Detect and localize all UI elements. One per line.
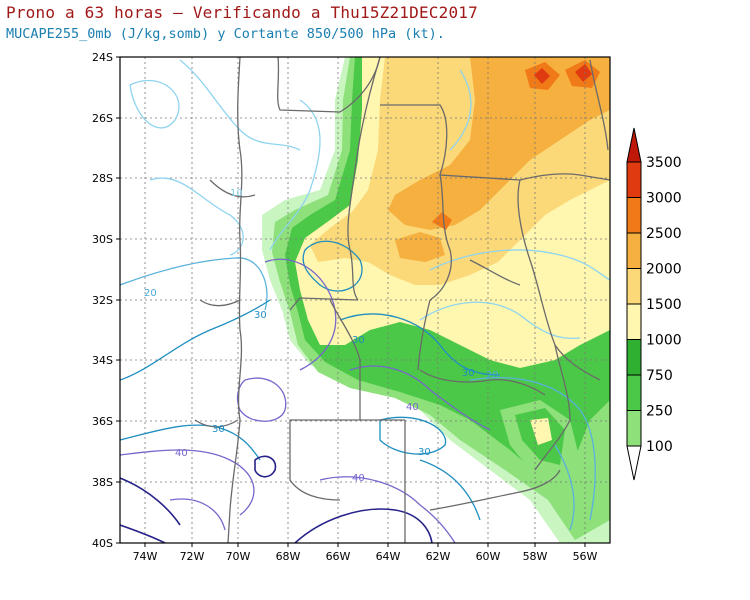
lon-tick-label: 60W bbox=[476, 550, 501, 563]
colorbar-label: 1000 bbox=[646, 333, 682, 349]
chart-subtitle: MUCAPE255_0mb (J/kg,somb) y Cortante 850… bbox=[6, 26, 445, 42]
cape-shade-2000 bbox=[388, 57, 610, 230]
lat-tick-label: 36S bbox=[92, 415, 113, 428]
contour-label: 40 bbox=[406, 402, 419, 413]
colorbar-swatch bbox=[626, 303, 642, 340]
contour-label: 30 bbox=[352, 335, 365, 346]
lat-tick-label: 38S bbox=[92, 476, 113, 489]
lon-tick-label: 68W bbox=[276, 550, 301, 563]
lon-tick-label: 56W bbox=[573, 550, 598, 563]
colorbar-swatch bbox=[626, 268, 642, 305]
colorbar-swatch bbox=[626, 161, 642, 198]
colorbar-label: 3000 bbox=[646, 191, 682, 207]
contour-label: 20 bbox=[486, 370, 499, 381]
cape-spot-3 bbox=[530, 418, 552, 445]
cape-shade-2500c bbox=[432, 212, 452, 230]
contour-label: 10 bbox=[230, 188, 243, 199]
lon-tick-label: 58W bbox=[523, 550, 548, 563]
contour-label: 20 bbox=[144, 288, 157, 299]
lat-tick-label: 28S bbox=[92, 172, 113, 185]
cape-shade-2000b bbox=[395, 232, 445, 262]
colorbar-top-arrow bbox=[626, 127, 642, 163]
longitude-labels: 74W 72W 70W 68W 66W 64W 62W 60W 58W 56W bbox=[133, 543, 598, 563]
colorbar-swatch bbox=[626, 410, 642, 447]
colorbar-swatch bbox=[626, 232, 642, 269]
colorbar-label: 2500 bbox=[646, 226, 682, 242]
colorbar-label: 100 bbox=[646, 439, 673, 455]
colorbar-bottom-arrow bbox=[626, 445, 642, 481]
latitude-labels: 24S 26S 28S 30S 32S 34S 36S 38S 40S bbox=[92, 51, 120, 550]
lon-tick-label: 62W bbox=[426, 550, 451, 563]
grid-lines bbox=[120, 57, 610, 543]
contour-labels: 10 20 30 30 30 30 30 20 40 40 40 bbox=[144, 188, 499, 484]
lon-tick-label: 64W bbox=[376, 550, 401, 563]
shear-contours bbox=[120, 59, 610, 543]
colorbar-label: 750 bbox=[646, 368, 673, 384]
colorbar-swatch bbox=[626, 374, 642, 411]
cape-shade-3000 bbox=[534, 68, 550, 84]
lon-tick-label: 66W bbox=[326, 550, 351, 563]
colorbar-label: 1500 bbox=[646, 297, 682, 313]
colorbar-label: 2000 bbox=[646, 262, 682, 278]
lon-tick-label: 74W bbox=[133, 550, 158, 563]
political-borders bbox=[194, 57, 610, 543]
contour-label: 30 bbox=[462, 368, 475, 379]
colorbar-swatch bbox=[626, 339, 642, 376]
cape-shade-3000b bbox=[575, 64, 592, 82]
lon-tick-label: 72W bbox=[180, 550, 205, 563]
contour-label: 40 bbox=[352, 473, 365, 484]
lon-tick-label: 70W bbox=[226, 550, 251, 563]
contour-label: 30 bbox=[254, 310, 267, 321]
lat-tick-label: 26S bbox=[92, 112, 113, 125]
contour-label: 30 bbox=[212, 424, 225, 435]
lat-tick-label: 40S bbox=[92, 537, 113, 550]
contour-label: 30 bbox=[418, 447, 431, 458]
colorbar-label: 3500 bbox=[646, 155, 682, 171]
lat-tick-label: 24S bbox=[92, 51, 113, 64]
colorbar: 100 250 750 1000 1500 2000 2500 3000 3500 bbox=[626, 127, 682, 481]
colorbar-swatch bbox=[626, 197, 642, 234]
chart-title: Prono a 63 horas — Verificando a Thu15Z2… bbox=[6, 3, 478, 22]
lat-tick-label: 34S bbox=[92, 354, 113, 367]
lat-tick-label: 32S bbox=[92, 294, 113, 307]
map-area bbox=[120, 57, 610, 543]
colorbar-label: 250 bbox=[646, 404, 673, 420]
contour-label: 40 bbox=[175, 448, 188, 459]
lat-tick-label: 30S bbox=[92, 233, 113, 246]
